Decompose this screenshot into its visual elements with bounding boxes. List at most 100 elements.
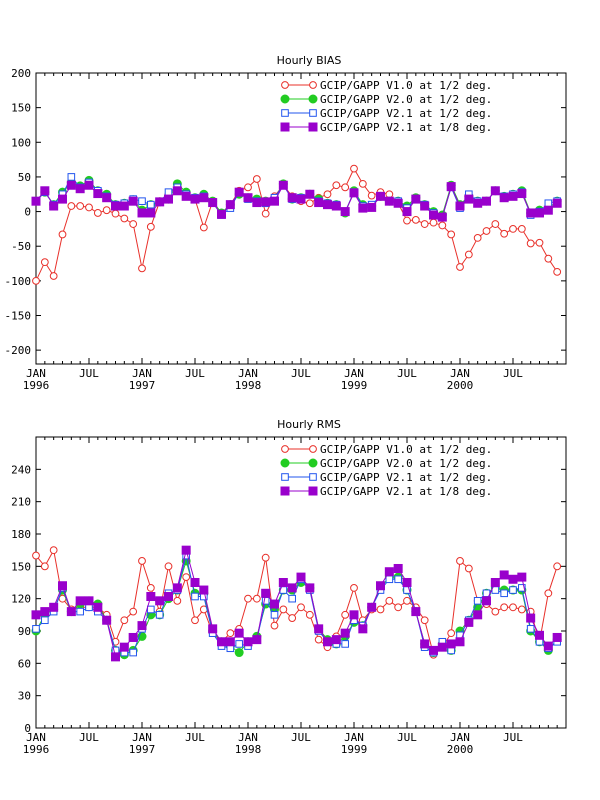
data-point: [155, 611, 164, 619]
data-point: [31, 196, 41, 206]
data-point: [323, 200, 332, 210]
y-tick-label: 50: [18, 171, 31, 184]
data-point: [464, 617, 474, 627]
data-point: [217, 209, 226, 219]
data-point: [314, 624, 324, 634]
data-point: [376, 191, 385, 201]
y-tick-label: 30: [18, 690, 31, 703]
data-point: [226, 629, 235, 638]
data-point: [526, 208, 536, 218]
data-point: [402, 578, 412, 587]
legend-label: GCIP/GAPP V2.1 at 1/8 deg.: [320, 121, 492, 134]
data-point: [403, 596, 411, 605]
data-point: [75, 184, 85, 194]
x-tick-year-label: 1999: [341, 379, 368, 392]
data-point: [518, 584, 526, 592]
data-point: [58, 581, 67, 591]
data-point: [199, 585, 209, 595]
data-point: [305, 189, 315, 199]
y-tick-label: 240: [11, 463, 31, 476]
legend-marker: [280, 486, 290, 496]
data-point: [138, 557, 146, 565]
data-point: [446, 182, 456, 192]
x-tick-month-label: JAN: [26, 731, 46, 744]
data-point: [40, 258, 49, 267]
data-point: [464, 250, 473, 259]
data-point: [314, 198, 324, 208]
data-point: [40, 562, 49, 571]
y-tick-label: 0: [24, 722, 31, 735]
data-point: [173, 596, 182, 605]
data-point: [138, 197, 146, 205]
data-point: [102, 206, 111, 215]
y-tick-label: 100: [11, 136, 31, 149]
data-point: [234, 187, 244, 197]
data-point: [76, 202, 85, 210]
x-tick-month-label: JAN: [238, 731, 258, 744]
data-point: [350, 164, 358, 173]
data-point: [40, 186, 50, 196]
data-point: [331, 201, 341, 211]
data-point: [490, 186, 500, 196]
data-point: [473, 234, 482, 242]
data-point: [482, 596, 491, 606]
y-tick-label: 210: [11, 496, 31, 509]
data-point: [517, 572, 527, 582]
legend: GCIP/GAPP V1.0 at 1/2 deg.GCIP/GAPP V2.0…: [280, 79, 492, 134]
series-4: [31, 180, 562, 222]
data-point: [190, 578, 200, 587]
rms-chart-panel: Hourly RMS0306090120150180210240JAN1996J…: [11, 418, 567, 756]
data-point: [67, 202, 76, 210]
data-point: [287, 193, 297, 203]
data-point: [340, 628, 350, 638]
x-tick-year-label: 1997: [129, 379, 156, 392]
data-point: [332, 181, 341, 190]
x-tick-month-label: JUL: [79, 367, 99, 380]
data-point: [446, 639, 456, 649]
data-point: [155, 197, 165, 207]
data-point: [552, 632, 562, 642]
data-point: [491, 607, 500, 616]
data-point: [66, 180, 76, 190]
data-point: [491, 220, 500, 228]
legend-label: GCIP/GAPP V2.1 at 1/2 deg.: [320, 471, 492, 484]
legend-label: GCIP/GAPP V2.0 at 1/2 deg.: [320, 457, 492, 470]
data-point: [66, 607, 76, 617]
data-point: [543, 205, 553, 215]
data-point: [244, 183, 252, 192]
legend-marker: [308, 94, 318, 104]
data-point: [420, 616, 429, 625]
data-point: [288, 594, 296, 603]
data-point: [102, 193, 112, 203]
data-point: [526, 625, 535, 633]
data-point: [394, 575, 402, 584]
data-point: [500, 589, 508, 598]
data-point: [93, 602, 103, 612]
data-point: [350, 583, 358, 592]
data-point: [244, 594, 252, 603]
data-point: [111, 209, 120, 218]
data-point: [384, 196, 394, 206]
data-point: [367, 602, 377, 612]
data-point: [138, 264, 146, 273]
data-point: [358, 179, 367, 188]
data-point: [261, 588, 271, 598]
data-point: [31, 610, 41, 620]
data-point: [367, 202, 377, 212]
data-point: [261, 209, 270, 218]
x-tick-month-label: JAN: [450, 731, 470, 744]
x-tick-year-label: 1996: [23, 743, 50, 756]
data-point: [137, 621, 147, 631]
data-point: [473, 198, 483, 208]
x-tick-month-label: JUL: [185, 731, 205, 744]
data-point: [517, 605, 526, 614]
data-point: [393, 563, 403, 573]
data-point: [76, 607, 84, 616]
series-4: [31, 545, 562, 662]
data-point: [102, 615, 112, 625]
data-point: [164, 592, 173, 602]
data-point: [499, 193, 509, 203]
data-point: [270, 611, 279, 619]
data-point: [437, 212, 447, 222]
data-point: [270, 621, 279, 630]
